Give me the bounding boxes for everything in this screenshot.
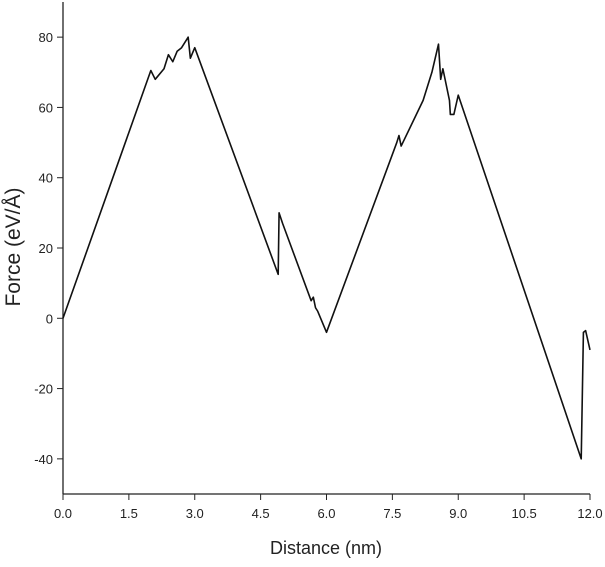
x-tick-label: 3.0: [186, 506, 204, 521]
x-tick-label: 6.0: [317, 506, 335, 521]
y-tick-label: 60: [39, 100, 53, 115]
y-tick-label: 20: [39, 241, 53, 256]
x-axis-title: Distance (nm): [270, 538, 382, 558]
x-tick-label: 1.5: [120, 506, 138, 521]
data-line: [62, 36, 591, 460]
y-axis-title: Force (eV/Å): [2, 187, 25, 306]
x-tick-label: 10.5: [511, 506, 536, 521]
x-tick-label: 0.0: [54, 506, 72, 521]
x-tick-label: 9.0: [449, 506, 467, 521]
x-tick-label: 4.5: [252, 506, 270, 521]
x-tick-label: 7.5: [383, 506, 401, 521]
x-tick-label: 12.0: [577, 506, 602, 521]
y-tick-label: 80: [39, 30, 53, 45]
y-tick-label: -20: [34, 382, 53, 397]
y-tick-label: 40: [39, 171, 53, 186]
y-tick-label: -40: [34, 452, 53, 467]
y-tick-label: 0: [46, 311, 53, 326]
